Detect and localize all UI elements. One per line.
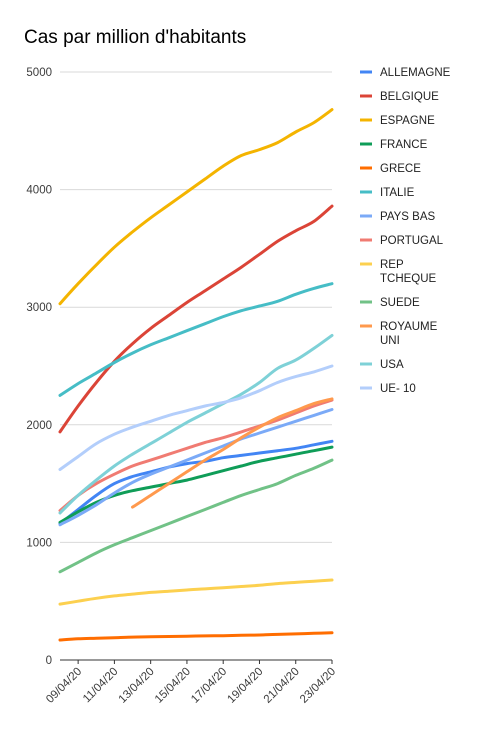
legend-label: USA <box>380 359 404 371</box>
legend-item: ROYAUME UNI <box>360 321 438 347</box>
legend-label: PAYS BAS <box>380 211 436 223</box>
legend-label: PORTUGAL <box>380 235 444 247</box>
series-line-grece <box>58 631 334 642</box>
chart-title: Cas par million d'habitants <box>24 27 246 48</box>
series-line-usa <box>58 333 334 515</box>
legend: ALLEMAGNE BELGIQUE ESPAGNE FRANCE GRECE ITALI… <box>360 67 451 395</box>
y-tick-label: 4000 <box>26 185 52 197</box>
y-tick-label: 1000 <box>26 537 52 549</box>
y-tick-label: 2000 <box>26 420 52 432</box>
legend-item: USA <box>360 359 404 371</box>
x-tick-label: 19/04/20 <box>225 666 265 706</box>
series-line-france <box>58 445 334 524</box>
x-tick-label: 23/04/20 <box>298 666 338 706</box>
legend-label: ROYAUME UNI <box>380 321 438 347</box>
legend-label: REP TCHEQUE <box>380 259 437 285</box>
series-line-portugal <box>58 398 334 513</box>
legend-item: GRECE <box>360 163 421 175</box>
x-tick-label: 15/04/20 <box>153 666 193 706</box>
legend-label: ITALIE <box>380 187 415 199</box>
legend-label: ALLEMAGNE <box>380 67 451 79</box>
series-line-rep-tcheque <box>58 578 334 606</box>
x-axis: 09/04/2011/04/2013/04/2015/04/2017/04/20… <box>44 660 338 706</box>
legend-item: PAYS BAS <box>360 211 436 223</box>
legend-label: FRANCE <box>380 139 428 151</box>
x-tick-label: 13/04/20 <box>117 666 157 706</box>
legend-item: UE- 10 <box>360 383 416 395</box>
y-tick-label: 5000 <box>26 67 52 79</box>
plot-area <box>58 108 334 642</box>
series-line-suede <box>58 458 334 574</box>
legend-item: ITALIE <box>360 187 415 199</box>
legend-label: SUEDE <box>380 297 420 309</box>
y-axis: 0 1000 2000 3000 4000 5000 <box>26 67 52 667</box>
legend-item: FRANCE <box>360 139 428 151</box>
gridlines <box>60 71 332 661</box>
legend-item: REP TCHEQUE <box>360 259 437 285</box>
series-line-royaume-uni <box>131 397 334 509</box>
series-line-espagne <box>58 108 334 306</box>
x-tick-label: 21/04/20 <box>262 666 302 706</box>
legend-item: ALLEMAGNE <box>360 67 451 79</box>
y-tick-label: 0 <box>46 655 52 667</box>
series-line-ue-10 <box>58 364 334 471</box>
legend-label: GRECE <box>380 163 421 175</box>
series-line-allemagne <box>58 439 334 526</box>
legend-label: BELGIQUE <box>380 91 439 103</box>
legend-item: PORTUGAL <box>360 235 444 247</box>
legend-label: ESPAGNE <box>380 115 435 127</box>
legend-item: SUEDE <box>360 297 420 309</box>
x-tick-label: 17/04/20 <box>189 666 229 706</box>
legend-label: UE- 10 <box>380 383 416 395</box>
y-tick-label: 3000 <box>26 302 52 314</box>
legend-item: BELGIQUE <box>360 91 439 103</box>
series-line-italie <box>58 282 334 397</box>
x-tick-label: 11/04/20 <box>81 666 121 706</box>
series-line-pays-bas <box>58 408 334 527</box>
x-tick-label: 09/04/20 <box>44 666 84 706</box>
legend-item: ESPAGNE <box>360 115 435 127</box>
series-line-belgique <box>58 204 334 434</box>
